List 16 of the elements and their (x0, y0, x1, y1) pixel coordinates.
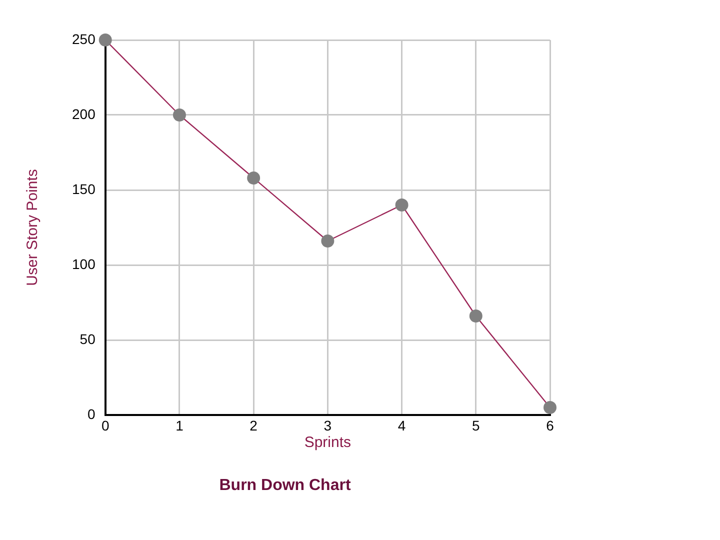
y-tick-label: 250 (72, 30, 96, 47)
x-tick-label: 5 (472, 417, 480, 434)
y-tick-label: 150 (72, 180, 96, 197)
y-axis-title: User Story Points (24, 169, 42, 286)
x-tick-label: 4 (398, 417, 406, 434)
x-tick-label: 3 (324, 417, 332, 434)
y-tick-label: 0 (88, 406, 96, 422)
y-tick-label: 200 (72, 106, 96, 122)
x-tick-label: 6 (546, 417, 554, 434)
x-tick-label: 1 (176, 417, 184, 434)
y-tick-label: 50 (80, 330, 96, 347)
y-tick-label: 100 (72, 256, 96, 272)
x-tick-label: 2 (250, 417, 258, 434)
x-axis-title: Sprints (304, 434, 352, 451)
x-tick-label: 0 (101, 417, 110, 434)
text: Burn Down Chart (219, 476, 352, 494)
